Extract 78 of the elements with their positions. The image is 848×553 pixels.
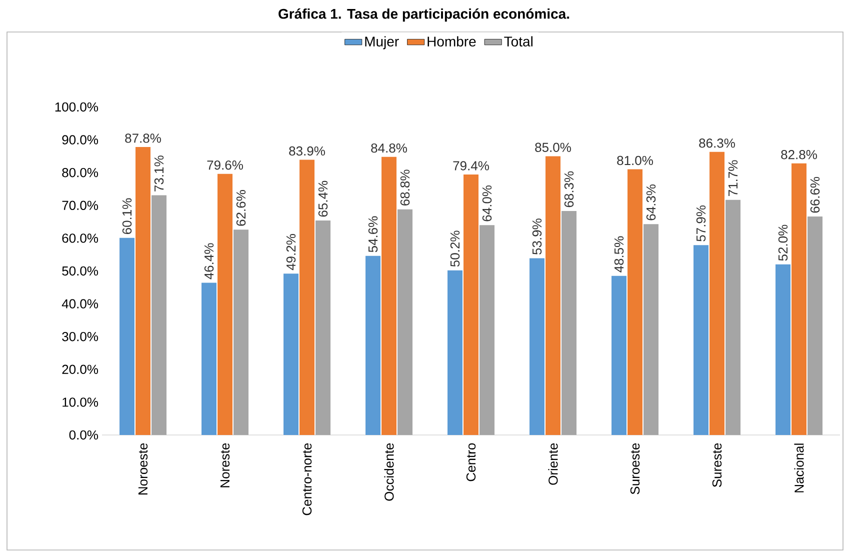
bar xyxy=(398,209,413,435)
data-label: 73.1% xyxy=(154,156,164,192)
legend-label: Mujer xyxy=(365,36,399,50)
y-tick-label: 100.0% xyxy=(55,102,98,112)
data-label: 82.8% xyxy=(781,150,817,160)
x-tick-label: Noreste xyxy=(220,443,230,488)
bar xyxy=(448,270,462,435)
x-tick-label: Oriente xyxy=(548,443,558,485)
bar xyxy=(546,156,560,435)
bar xyxy=(136,147,151,435)
bar xyxy=(464,174,478,435)
bar xyxy=(775,264,790,435)
y-tick-label: 50.0% xyxy=(62,266,98,276)
y-tick-label: 70.0% xyxy=(62,200,98,210)
data-label: 68.3% xyxy=(564,171,574,208)
data-label: 52.0% xyxy=(778,224,788,261)
data-label: 83.9% xyxy=(289,146,325,156)
x-tick-label: Centro xyxy=(466,443,476,482)
y-tick-label: 60.0% xyxy=(62,234,98,243)
x-tick-label: Nacional xyxy=(794,444,804,492)
legend-label: Hombre xyxy=(428,36,476,47)
bar xyxy=(366,256,380,435)
data-label: 53.9% xyxy=(532,218,542,254)
bar xyxy=(120,238,135,435)
bar xyxy=(562,210,576,435)
data-label: 68.8% xyxy=(400,170,410,206)
y-tick-label: 30.0% xyxy=(62,332,98,342)
data-label: 84.8% xyxy=(371,143,407,153)
data-label: 79.6% xyxy=(207,160,243,170)
bar xyxy=(726,200,740,435)
y-tick-label: 80.0% xyxy=(62,168,98,178)
data-label: 62.6% xyxy=(236,190,246,226)
data-label: 46.4% xyxy=(204,243,214,280)
bar xyxy=(709,152,724,435)
data-label: 48.5% xyxy=(614,236,624,272)
data-label: 66.6% xyxy=(810,176,820,213)
data-label: 71.7% xyxy=(728,160,738,196)
x-tick-label: Occidente xyxy=(384,443,394,501)
y-tick-label: 20.0% xyxy=(62,364,98,374)
chart-title: Gráfica 1. Tasa de participación económica. xyxy=(278,8,570,22)
x-tick-label: Sureste xyxy=(712,443,722,487)
bar xyxy=(300,160,314,435)
bar xyxy=(627,169,642,435)
bar xyxy=(218,174,233,435)
y-tick-label: 0.0% xyxy=(69,430,98,440)
bar xyxy=(202,282,217,435)
data-label: 54.6% xyxy=(368,216,378,252)
bar xyxy=(791,163,806,435)
bar xyxy=(807,216,822,435)
x-tick-label: Noroeste xyxy=(138,443,148,494)
data-label: 57.9% xyxy=(696,205,706,242)
data-label: 64.3% xyxy=(646,184,656,220)
bar xyxy=(152,195,167,435)
bar xyxy=(284,274,299,435)
data-label: 81.0% xyxy=(617,156,653,166)
bar xyxy=(316,220,331,435)
data-label: 64.0% xyxy=(482,185,492,222)
bar xyxy=(530,258,544,435)
y-tick-label: 10.0% xyxy=(62,398,98,407)
data-label: 86.3% xyxy=(699,138,735,148)
data-label: 85.0% xyxy=(535,142,571,152)
x-tick-label: Suroeste xyxy=(630,443,640,494)
y-tick-label: 90.0% xyxy=(62,135,98,144)
data-label: 50.2% xyxy=(450,230,460,267)
data-label: 60.1% xyxy=(122,198,132,234)
data-label: 79.4% xyxy=(453,161,489,170)
data-label: 49.2% xyxy=(286,234,296,270)
bar xyxy=(644,224,658,435)
bar xyxy=(612,276,626,435)
data-label: 65.4% xyxy=(318,180,328,217)
y-tick-label: 40.0% xyxy=(62,299,98,308)
bar xyxy=(234,230,249,435)
legend-label: Total xyxy=(504,36,532,47)
bar xyxy=(693,245,708,435)
bar xyxy=(382,156,396,435)
bar xyxy=(480,225,494,435)
data-label: 87.8% xyxy=(125,134,161,143)
x-tick-label: Centro-norte xyxy=(302,443,312,516)
